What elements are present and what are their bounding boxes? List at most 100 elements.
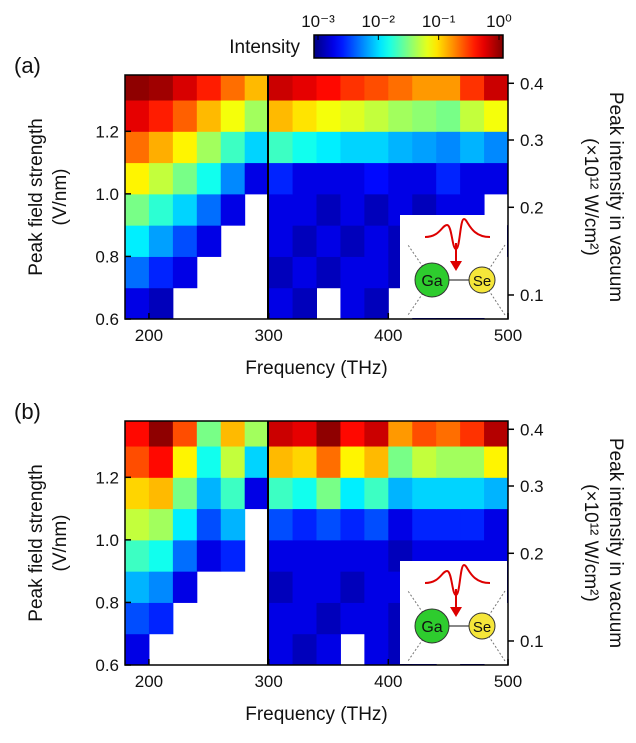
heat-cell <box>340 508 365 541</box>
heat-cell <box>268 477 294 510</box>
heat-cell <box>125 539 150 572</box>
heat-cell <box>460 477 485 510</box>
heat-cell <box>340 162 365 195</box>
heat-cell <box>292 421 317 447</box>
atom-label: Ga <box>421 619 442 636</box>
heat-cell <box>340 131 365 164</box>
heat-cell <box>292 225 317 257</box>
y2-tick-label: 0.4 <box>520 74 544 93</box>
heat-cell <box>220 131 246 164</box>
heat-cell <box>364 193 389 226</box>
heat-cell <box>364 162 389 195</box>
heat-cell <box>484 477 508 510</box>
heat-cell <box>268 602 294 635</box>
heat-cell <box>196 421 222 447</box>
y-axis-label: (V/nm) <box>50 169 71 226</box>
heat-cell <box>364 571 389 603</box>
heat-cell <box>388 508 413 541</box>
heat-cell <box>292 287 317 319</box>
heat-cell <box>292 100 317 132</box>
x-tick-label: 500 <box>494 326 522 345</box>
y-axis-label: Peak field strength <box>26 464 47 621</box>
heat-cell <box>196 477 222 510</box>
heat-cell <box>436 100 461 132</box>
arrow-head <box>450 607 462 617</box>
heat-cell <box>148 100 174 132</box>
heat-cell <box>364 100 389 132</box>
heat-cell <box>125 633 150 665</box>
atom-label: Se <box>473 273 491 290</box>
heat-cell <box>244 477 270 510</box>
heat-cell <box>196 508 222 541</box>
heat-cell <box>292 256 317 289</box>
y2-tick-label: 0.2 <box>520 198 544 217</box>
heat-cell <box>220 193 246 226</box>
atom-ga <box>414 262 450 298</box>
y-axis-label: (V/nm) <box>50 515 71 572</box>
heat-cell <box>364 225 389 257</box>
x-tick-label: 200 <box>135 326 163 345</box>
colorbar <box>313 34 504 59</box>
heat-cell <box>148 602 174 635</box>
heat-cell <box>196 539 222 572</box>
heat-cell <box>484 75 508 101</box>
heat-cell <box>340 100 365 132</box>
heat-cell <box>268 571 294 603</box>
heat-cell <box>460 75 485 101</box>
bond-dash <box>407 279 433 316</box>
x-tick-label: 500 <box>494 672 522 691</box>
heat-cell <box>460 162 485 195</box>
heat-cell <box>292 446 317 478</box>
heat-cell <box>172 508 198 541</box>
heat-cell <box>364 256 389 289</box>
x-tick-label: 300 <box>254 326 282 345</box>
heat-cell <box>340 225 365 257</box>
heat-cell <box>316 446 341 478</box>
heat-cell <box>125 131 150 164</box>
heat-cell <box>484 162 508 195</box>
heat-cell <box>244 131 270 164</box>
heat-cell <box>412 131 437 164</box>
heat-cell <box>196 131 222 164</box>
heat-cell <box>316 162 341 195</box>
heat-cell <box>220 100 246 132</box>
y2-tick-label: 0.1 <box>520 632 544 651</box>
heat-cell <box>172 193 198 226</box>
heat-cell <box>125 225 150 257</box>
heat-cell <box>172 75 198 101</box>
heat-cell <box>412 421 437 447</box>
heat-cell <box>364 421 389 447</box>
heat-cell <box>268 193 294 226</box>
heat-cell <box>316 539 341 572</box>
heat-cell <box>388 477 413 510</box>
heat-cell <box>125 100 150 132</box>
heat-cell <box>148 446 174 478</box>
heat-cell <box>364 508 389 541</box>
heat-cell <box>412 162 437 195</box>
heat-cell <box>292 602 317 635</box>
heat-cell <box>388 100 413 132</box>
y-axis-label: Peak field strength <box>26 118 47 275</box>
heat-cell <box>292 539 317 572</box>
heat-cell <box>412 75 437 101</box>
y2-axis-label: (×10¹² W/cm²) <box>580 138 601 256</box>
y-tick-label: 1.2 <box>95 122 119 141</box>
heat-cell <box>220 446 246 478</box>
bond-dash <box>481 244 506 281</box>
heat-cell <box>292 571 317 603</box>
heat-cell <box>196 100 222 132</box>
colorbar-tick-label: 10⁻³ <box>301 12 335 31</box>
colorbar-label: Intensity <box>229 37 300 58</box>
heat-cell <box>340 421 365 447</box>
heat-cell <box>125 446 150 478</box>
bond-dash <box>407 244 433 281</box>
heat-cell <box>268 162 294 195</box>
y-tick-label: 0.6 <box>95 656 119 675</box>
heat-cell <box>244 421 270 447</box>
heat-cell <box>412 100 437 132</box>
colorbar-tick-label: 10⁻² <box>362 12 396 31</box>
heat-cell <box>388 421 413 447</box>
heat-cell <box>196 446 222 478</box>
heat-cell <box>460 131 485 164</box>
heat-cell <box>244 446 270 478</box>
